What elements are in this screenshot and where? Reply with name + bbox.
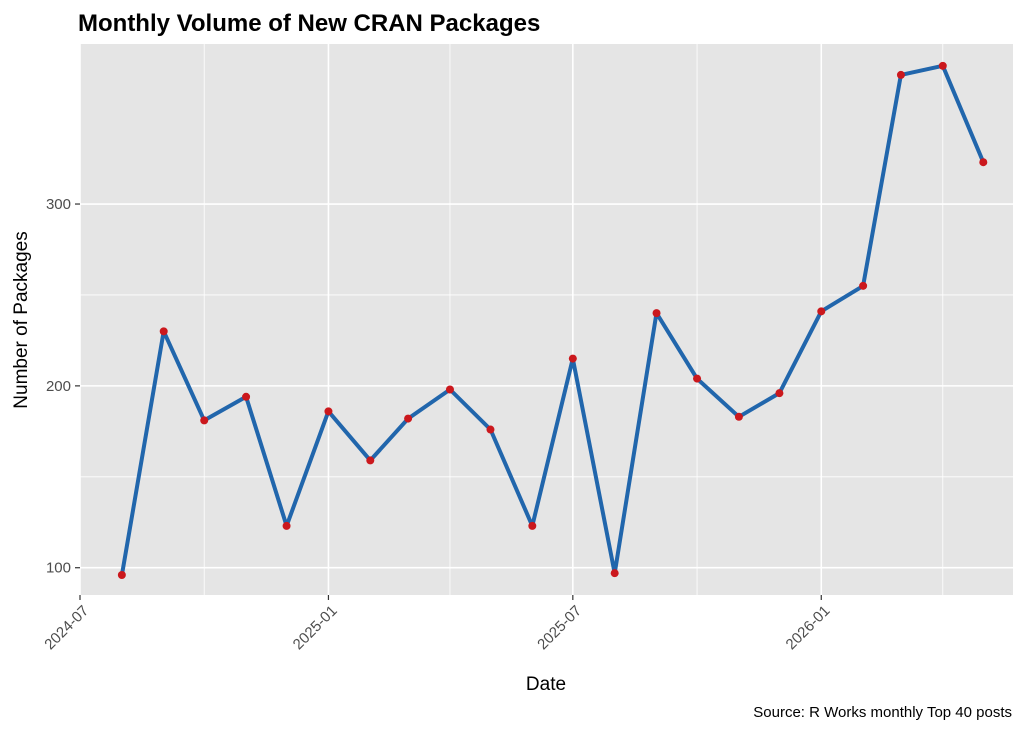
data-point (404, 414, 413, 423)
chart-title: Monthly Volume of New CRAN Packages (78, 10, 540, 37)
y-tick-label: 300 (46, 196, 71, 213)
data-point (282, 521, 291, 530)
x-tick-label: 2025-01 (290, 602, 341, 653)
data-point (486, 425, 495, 434)
plot-panel (80, 44, 1013, 595)
y-tick-label: 100 (46, 560, 71, 577)
data-point (734, 412, 743, 421)
data-point (652, 309, 661, 318)
y-axis-title: Number of Packages (11, 231, 32, 408)
data-point (366, 456, 375, 465)
data-point (528, 521, 537, 530)
data-point (610, 569, 619, 578)
x-tick-label: 2025-07 (534, 602, 585, 653)
data-point (445, 385, 454, 394)
data-point (324, 407, 333, 416)
data-point (938, 61, 947, 70)
data-point (817, 307, 826, 316)
data-point (979, 158, 988, 167)
data-point (693, 374, 702, 383)
y-axis: 100 200 300 (46, 196, 80, 577)
data-point (568, 354, 577, 363)
data-point (775, 389, 784, 398)
y-tick-label: 200 (46, 378, 71, 395)
grid-lines (79, 44, 1013, 595)
data-points (117, 61, 988, 579)
x-axis-title: Date (526, 674, 566, 695)
series-line (119, 63, 986, 577)
data-point (117, 570, 126, 579)
data-point (859, 281, 868, 290)
data-point (242, 392, 251, 401)
data-point (200, 416, 209, 425)
source-caption: Source: R Works monthly Top 40 posts (753, 704, 1012, 721)
x-tick-label: 2024-07 (41, 602, 92, 653)
data-point (159, 327, 168, 336)
x-tick-label: 2026-01 (783, 602, 834, 653)
x-axis: 2024-07 2025-01 2025-07 2026-01 (41, 595, 834, 653)
data-point (896, 70, 905, 79)
